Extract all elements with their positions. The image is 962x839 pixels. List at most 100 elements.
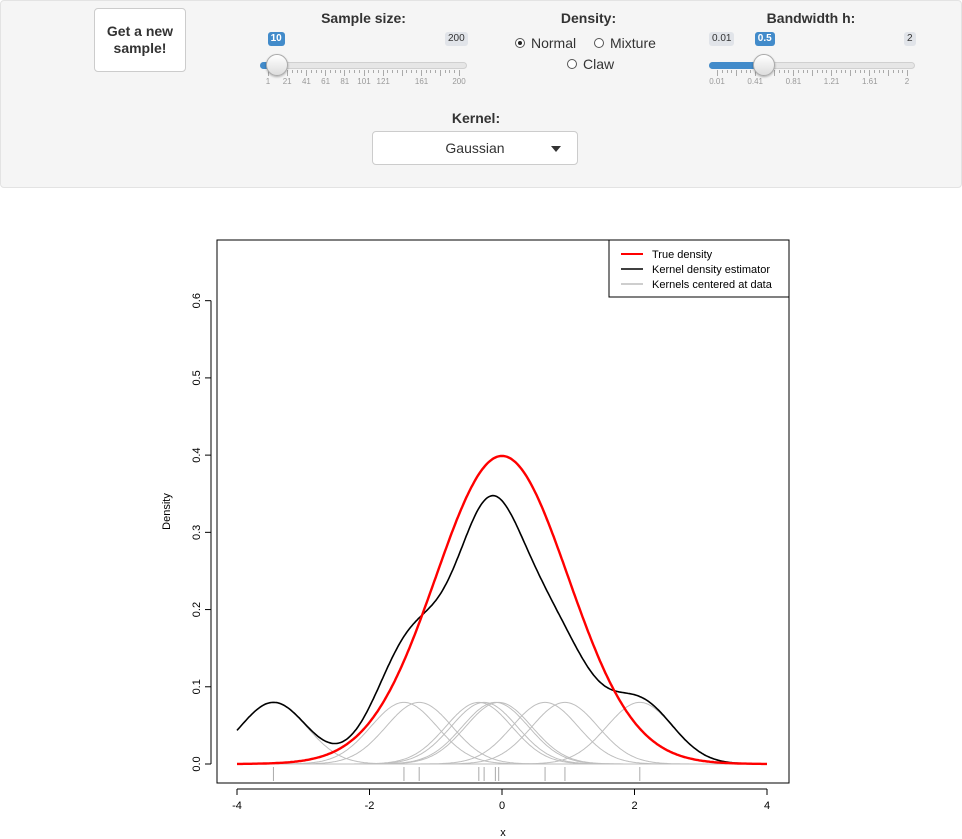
caret-down-icon (551, 146, 561, 152)
sample-size-slider[interactable]: 1 21 41 61 81 101 121 161 200 200 10 (260, 32, 468, 106)
slider-tick (740, 70, 742, 73)
slider-max-badge: 200 (445, 32, 468, 46)
slider-tick (449, 70, 451, 73)
slider-tick (353, 70, 355, 73)
slider-tick (717, 70, 718, 76)
density-option-mixture[interactable]: Mixture (594, 35, 656, 51)
slider-tick (363, 70, 365, 76)
slider-tick-label: 1.61 (861, 77, 878, 86)
kernel-curve (237, 701, 767, 765)
slider-tick (797, 70, 799, 73)
slider-tick (892, 70, 894, 73)
y-tick-label: 0.5 (191, 370, 203, 385)
slider-tick-label: 1.21 (823, 77, 840, 86)
slider-tick (840, 70, 842, 73)
slider-tick (831, 70, 832, 76)
slider-tick (444, 70, 446, 73)
slider-tick-label: 161 (414, 77, 429, 86)
slider-tick (296, 70, 298, 73)
y-tick-label: 0.6 (191, 293, 203, 308)
density-option-normal[interactable]: Normal (515, 35, 576, 51)
slider-min-badge: 0.01 (709, 32, 735, 46)
slider-tick-label: 0.01 (709, 77, 725, 86)
slider-tick (339, 70, 341, 73)
slider-tick-label: 2 (904, 77, 910, 86)
slider-tick (454, 70, 456, 73)
y-tick-label: 0.3 (191, 525, 203, 540)
kernel-curve (236, 701, 767, 765)
slider-tick (826, 70, 828, 73)
slider-tick (807, 70, 809, 73)
slider-tick (439, 70, 441, 76)
slider-tick-label: 41 (301, 77, 311, 86)
x-tick-label: -2 (365, 800, 375, 812)
slider-tick (850, 70, 851, 76)
kernel-label: Kernel: (451, 110, 501, 126)
slider-tick (731, 70, 733, 73)
slider-tick (301, 70, 303, 73)
slider-tick (416, 70, 418, 73)
y-tick-label: 0.1 (191, 679, 203, 694)
radio-icon (594, 38, 604, 48)
x-tick-label: 0 (499, 800, 505, 812)
legend-entry: True density (652, 249, 713, 261)
slider-tick (783, 70, 785, 73)
slider-tick (459, 70, 460, 76)
slider-tick (396, 70, 398, 73)
y-tick-label: 0.2 (191, 602, 203, 617)
bandwidth-label: Bandwidth h: (766, 10, 856, 26)
slider-tick-label: 101 (357, 77, 371, 86)
true-density-curve (237, 454, 767, 766)
slider-tick (291, 70, 293, 73)
slider-tick (401, 70, 403, 76)
slider-tick (349, 70, 351, 73)
slider-tick (873, 70, 875, 73)
slider-handle[interactable] (752, 54, 775, 76)
kernel-curve (237, 701, 767, 765)
slider-tick (306, 70, 308, 76)
y-tick-label: 0.4 (191, 447, 203, 462)
slider-value-badge: 0.5 (754, 32, 775, 46)
slider-tick (907, 70, 908, 76)
slider-tick (897, 70, 899, 73)
slider-tick (310, 70, 312, 73)
density-option-claw[interactable]: Claw (567, 56, 614, 72)
slider-tick (377, 70, 379, 73)
density-label: Density: (560, 10, 617, 26)
kernel-curve (237, 701, 767, 765)
kde-curve (236, 494, 767, 765)
slider-tick (373, 70, 375, 73)
slider-tick (902, 70, 904, 73)
slider-tick (726, 70, 728, 73)
slider-value-badge: 10 (267, 32, 285, 46)
slider-tick (315, 70, 317, 73)
x-tick-label: 2 (631, 800, 637, 812)
slider-tick (869, 70, 870, 76)
slider-tick (425, 70, 427, 73)
x-tick-label: -4 (232, 800, 242, 812)
new-sample-button[interactable]: Get a new sample! (94, 8, 186, 72)
slider-tick (325, 70, 327, 76)
kernel-select[interactable]: Gaussian (372, 131, 578, 165)
slider-tick (330, 70, 332, 73)
slider-tick (320, 70, 322, 73)
slider-tick (878, 70, 880, 73)
legend-entry: Kernel density estimator (652, 264, 770, 276)
slider-tick-label: 121 (376, 77, 390, 86)
slider-tick (745, 70, 747, 73)
slider-handle[interactable] (265, 54, 288, 76)
slider-tick (788, 70, 790, 73)
control-panel: Get a new sample! Sample size: 1 21 41 61 81… (0, 0, 962, 188)
slider-tick (854, 70, 856, 73)
slider-tick (721, 70, 723, 73)
slider-tick (358, 70, 360, 73)
slider-tick (406, 70, 408, 73)
bandwidth-slider[interactable]: 0.01 0.41 0.81 1.21 1.61 2 0.01 2 0.5 (709, 32, 916, 106)
x-axis-label: x (500, 827, 506, 839)
kernel-curve (237, 701, 767, 765)
slider-tick (821, 70, 823, 73)
kernel-curve (237, 701, 767, 765)
kernel-curve (237, 701, 767, 765)
slider-fill (709, 62, 764, 69)
